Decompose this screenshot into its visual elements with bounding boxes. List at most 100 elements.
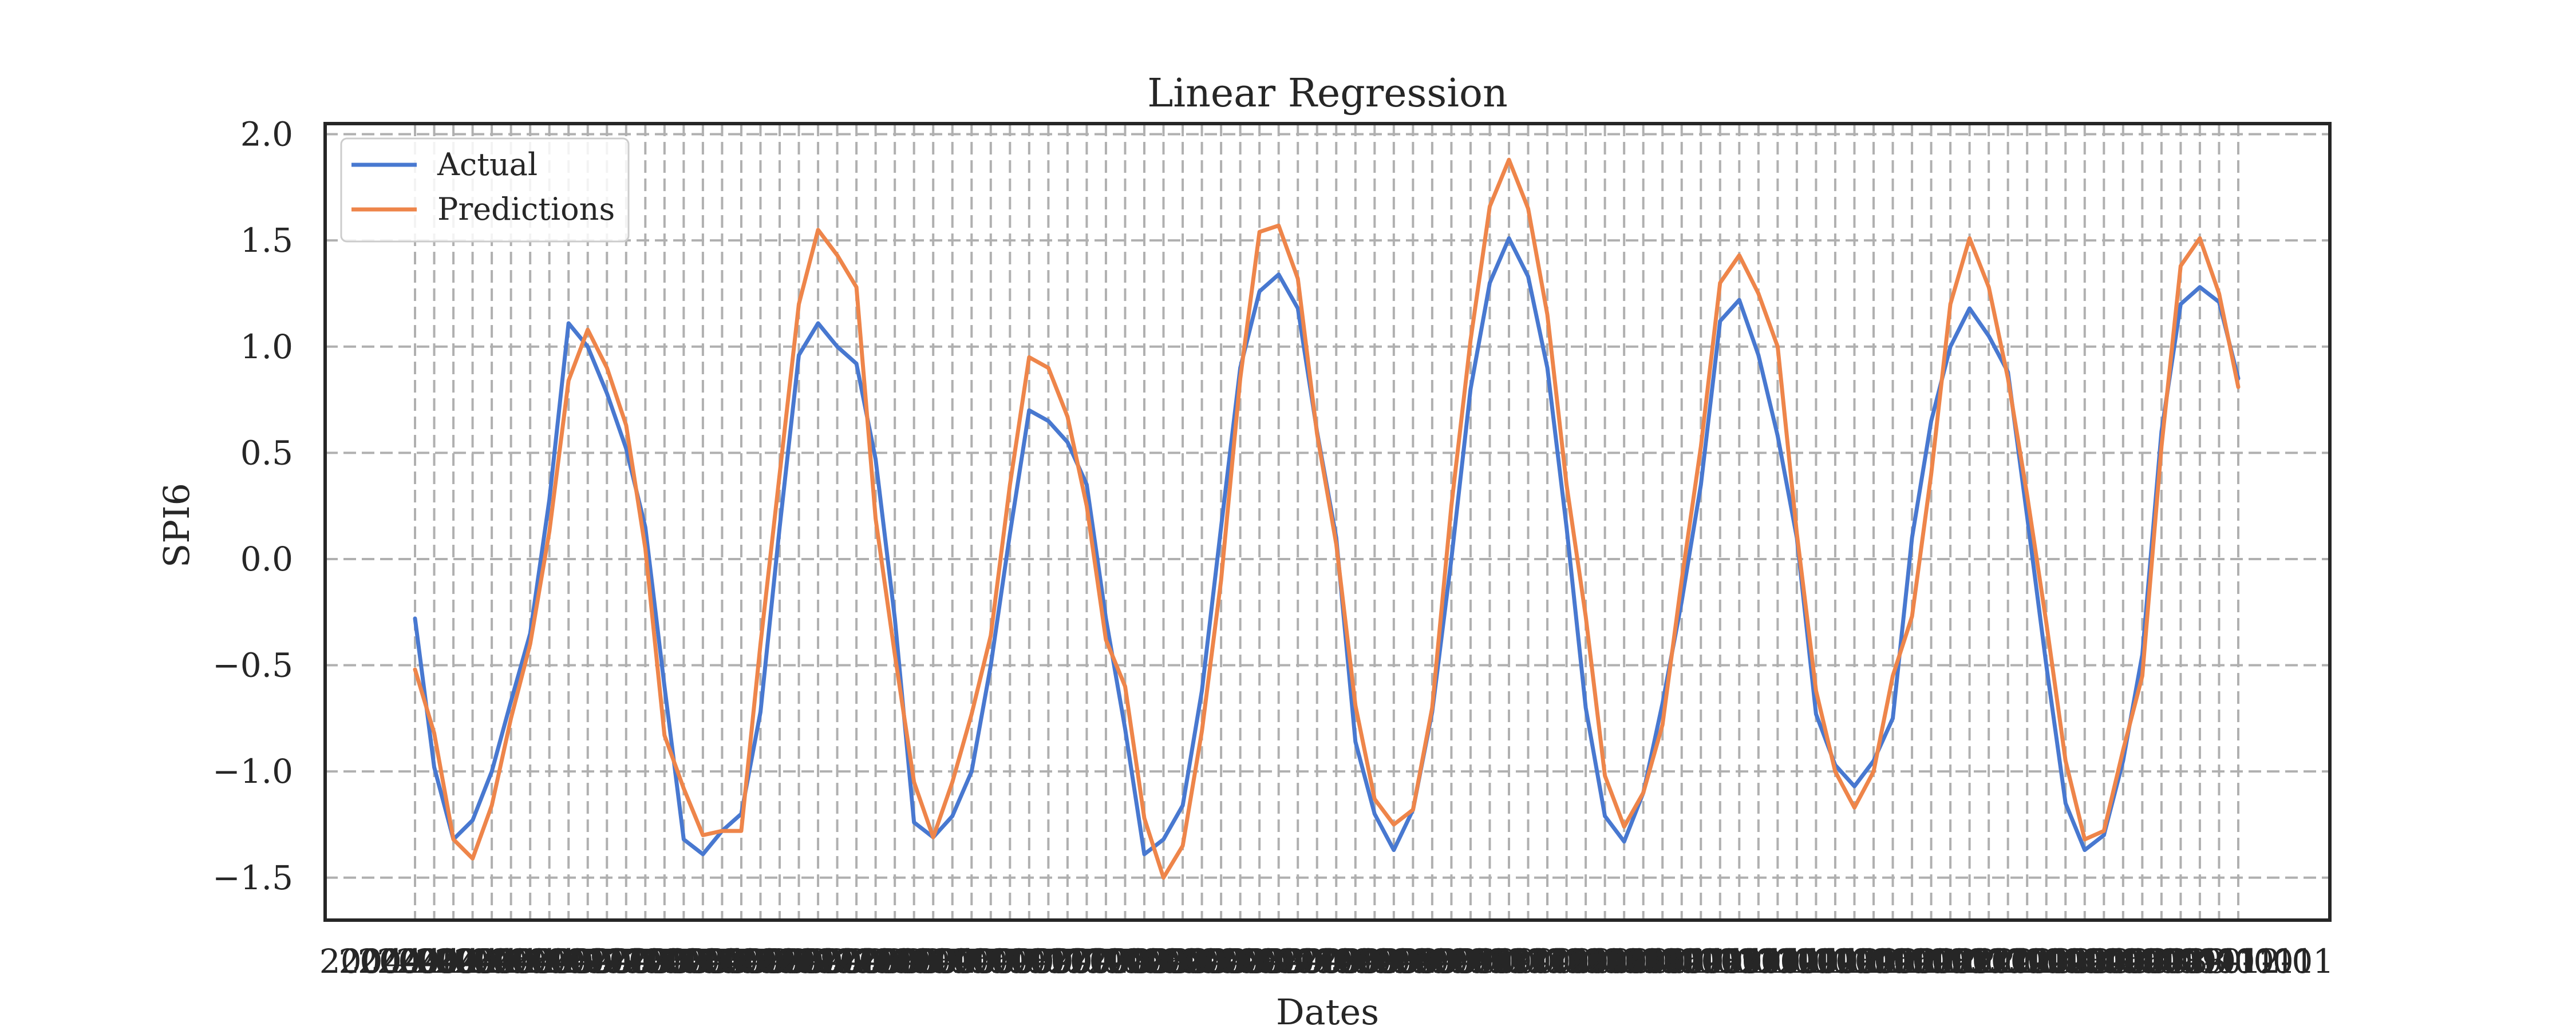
x-tick-label: 2010-11-01 <box>1432 942 1623 981</box>
x-tick-label: 2013-05-01 <box>2008 942 2199 981</box>
x-tick-label: 2005-03-01 <box>588 942 779 981</box>
x-tick-label: 2009-01-01 <box>1240 942 1432 981</box>
x-tick-label: 2013-06-01 <box>2028 942 2219 981</box>
legend: Actual Predictions <box>340 137 630 243</box>
x-axis-label: Dates <box>1276 991 1379 1030</box>
x-tick-label: 2013-12-01 <box>2143 942 2334 981</box>
x-tick-label: 2006-11-01 <box>741 942 933 981</box>
x-tick-label: 2008-05-01 <box>1087 942 1278 981</box>
x-tick-label: 2008-12-01 <box>1222 942 1413 981</box>
x-tick-label: 2006-10-01 <box>722 942 914 981</box>
x-tick-label: 2008-07-01 <box>1125 942 1317 981</box>
x-tick-label: 2005-11-01 <box>511 942 702 981</box>
x-tick-label: 2004-07-01 <box>434 942 626 981</box>
x-tick-label: 2009-09-01 <box>1394 942 1585 981</box>
x-tick-label: 2007-01-01 <box>1010 942 1202 981</box>
x-tick-label: 2005-05-01 <box>626 942 817 981</box>
x-tick-label: 2009-02-01 <box>1260 942 1451 981</box>
x-tick-label: 2007-11-01 <box>972 942 1163 981</box>
x-tick-label: 2010-12-01 <box>1452 942 1643 981</box>
x-tick-label: 2007-12-01 <box>991 942 1182 981</box>
x-tick-label: 2011-11-01 <box>1663 942 1854 981</box>
x-tick-label: 2010-03-01 <box>1509 942 1700 981</box>
x-tick-label: 2012-07-01 <box>1816 942 2008 981</box>
x-tick-label: 2006-02-01 <box>799 942 990 981</box>
x-tick-label: 2011-04-01 <box>1759 942 1950 981</box>
x-tick-label: 2013-11-01 <box>2123 942 2314 981</box>
x-tick-label: 2004-10-01 <box>492 942 683 981</box>
y-tick-label: 1.0 <box>240 327 293 366</box>
x-tick-label: 2008-06-01 <box>1106 942 1297 981</box>
x-tick-label: 2012-10-01 <box>1874 942 2065 981</box>
y-tick-label: 0.5 <box>240 433 293 472</box>
x-tick-label: 2007-08-01 <box>914 942 1105 981</box>
x-tick-label: 2011-12-01 <box>1682 942 1873 981</box>
x-tick-label: 2011-10-01 <box>1643 942 1835 981</box>
x-tick-label: 2012-03-01 <box>1970 942 2161 981</box>
x-tick-label: 2007-02-01 <box>1029 942 1220 981</box>
x-tick-label: 2012-12-01 <box>1912 942 2103 981</box>
y-tick-label: 1.5 <box>240 221 293 260</box>
x-tick-label: 2007-06-01 <box>876 942 1067 981</box>
x-tick-label: 2008-10-01 <box>1183 942 1374 981</box>
x-tick-label: 2011-03-01 <box>1740 942 1931 981</box>
x-tick-label: 2005-12-01 <box>531 942 722 981</box>
x-tick-label: 2006-04-01 <box>837 942 1029 981</box>
x-tick-label: 2008-11-01 <box>1202 942 1393 981</box>
x-axis-ticks: 2004-01-012004-02-012004-03-012004-04-01… <box>319 942 2334 981</box>
x-tick-label: 2009-05-01 <box>1317 942 1508 981</box>
legend-label-predictions: Predictions <box>437 191 615 227</box>
x-tick-label: 2008-09-01 <box>1164 942 1355 981</box>
x-tick-label: 2004-06-01 <box>415 942 606 981</box>
series-lines <box>413 157 2241 880</box>
legend-label-actual: Actual <box>437 146 538 183</box>
x-tick-label: 2010-08-01 <box>1605 942 1796 981</box>
x-tick-label: 2004-05-01 <box>396 942 587 981</box>
x-tick-label: 2004-04-01 <box>377 942 568 981</box>
x-tick-label: 2010-04-01 <box>1528 942 1720 981</box>
x-tick-label: 2006-03-01 <box>818 942 1009 981</box>
plot-frame <box>323 122 2332 922</box>
x-tick-label: 2009-07-01 <box>1356 942 1547 981</box>
x-tick-label: 2011-09-01 <box>1625 942 1816 981</box>
x-tick-label: 2005-01-01 <box>550 942 741 981</box>
grid <box>325 124 2330 920</box>
x-tick-label: 2012-06-01 <box>1797 942 1988 981</box>
x-tick-label: 2008-04-01 <box>1068 942 1259 981</box>
x-tick-label: 2012-08-01 <box>1835 942 2026 981</box>
x-tick-label: 2010-07-01 <box>1586 942 1777 981</box>
x-tick-label: 2010-05-01 <box>1547 942 1739 981</box>
x-tick-label: 2004-02-01 <box>338 942 530 981</box>
x-tick-label: 2013-09-01 <box>2085 942 2276 981</box>
x-tick-label: 2010-02-01 <box>1490 942 1681 981</box>
x-tick-label: 2005-02-01 <box>569 942 760 981</box>
x-tick-label: 2005-07-01 <box>665 942 856 981</box>
x-tick-label: 2011-02-01 <box>1720 942 1911 981</box>
series-line-actual <box>413 236 2241 857</box>
x-tick-label: 2009-10-01 <box>1413 942 1605 981</box>
x-tick-label: 2005-08-01 <box>684 942 875 981</box>
x-tick-label: 2012-01-01 <box>1931 942 2123 981</box>
x-tick-label: 2007-09-01 <box>934 942 1125 981</box>
x-tick-label: 2006-01-01 <box>780 942 971 981</box>
x-tick-label: 2013-07-01 <box>2046 942 2238 981</box>
x-tick-label: 2010-06-01 <box>1567 942 1758 981</box>
x-tick-label: 2004-03-01 <box>358 942 549 981</box>
x-tick-label: 2009-03-01 <box>1279 942 1470 981</box>
x-tick-label: 2009-08-01 <box>1375 942 1566 981</box>
x-tick-label: 2013-10-01 <box>2104 942 2296 981</box>
x-tick-label: 2005-06-01 <box>646 942 837 981</box>
x-tick-label: 2012-09-01 <box>1855 942 2046 981</box>
x-tick-label: 2004-01-01 <box>319 942 511 981</box>
x-tick-label: 2005-04-01 <box>607 942 799 981</box>
x-tick-label: 2013-04-01 <box>1989 942 2180 981</box>
x-tick-label: 2009-06-01 <box>1337 942 1528 981</box>
x-tick-label: 2009-04-01 <box>1298 942 1490 981</box>
y-tick-label: 0.0 <box>240 540 293 579</box>
y-tick-label: 2.0 <box>240 115 293 154</box>
series-line-predictions <box>413 157 2241 880</box>
chart-title: Linear Regression <box>1147 71 1508 116</box>
x-tick-label: 2011-05-01 <box>1778 942 1969 981</box>
y-axis-ticks: 2.0 1.5 1.0 0.5 0.0 −0.5 −1.0 −1.5 <box>212 115 293 897</box>
